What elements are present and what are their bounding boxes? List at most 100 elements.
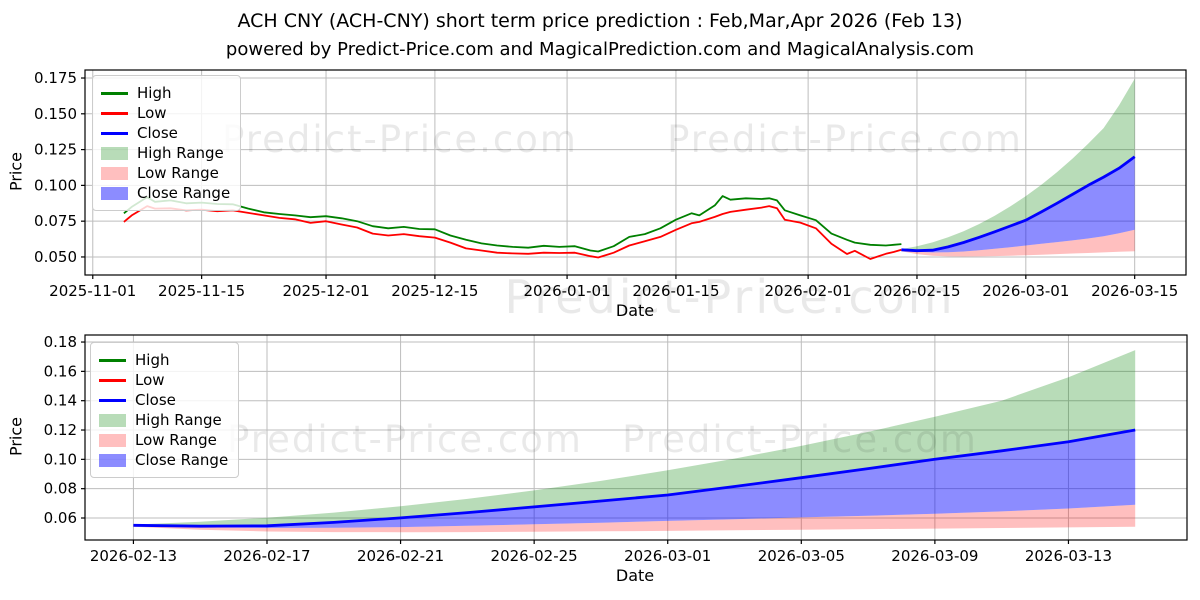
close-line: [133, 428, 1136, 528]
x-tick-label: 2026-02-25: [491, 547, 578, 565]
x-tick-label: 2026-01-15: [632, 282, 719, 300]
y-tick-label: 0.14: [44, 392, 77, 410]
legend-item-close: Close: [99, 390, 228, 410]
x-tick-label: 2026-03-01: [982, 282, 1069, 300]
x-axis-label-top: Date: [615, 301, 655, 320]
legend-item-high: High: [101, 83, 230, 103]
legend-item-high-range: High Range: [101, 143, 230, 163]
y-axis-label-bottom: Price: [6, 416, 26, 457]
legend-item-label: Close Range: [135, 451, 229, 469]
legend-item-low: Low: [101, 103, 230, 123]
x-tick-label: 2025-11-01: [49, 282, 136, 300]
y-tick-label: 0.125: [34, 141, 77, 159]
y-axis-ticks: 0.06 0.08 0.10 0.12 0.14 0.16 0.18: [44, 333, 85, 527]
y-tick-label: 0.12: [44, 421, 77, 439]
bottom-chart: Predict-Price.com Predict-Price.com 2026-0…: [44, 333, 1188, 565]
legend-item-label: Close Range: [137, 184, 231, 202]
y-tick-label: 0.06: [44, 509, 77, 527]
watermark-text: Predict-Price.com: [667, 118, 1023, 161]
legend-patch-swatch: [101, 186, 128, 200]
y-tick-label: 0.150: [34, 105, 77, 123]
x-axis-ticks: 2025-11-01 2025-11-15 2025-12-01 2025-12-15…: [49, 275, 1178, 300]
legend-line-swatch: [101, 131, 128, 135]
legend-patch-swatch: [99, 433, 126, 447]
close-range-band: [901, 156, 1135, 253]
low-range-band: [901, 229, 1135, 257]
legend-item-label: Close: [135, 391, 176, 409]
y-axis-ticks: 0.050 0.075 0.100 0.125 0.150 0.175: [34, 69, 85, 266]
legend-patch-swatch: [99, 413, 126, 427]
watermark-text-figure: Predict-Price.com: [504, 270, 955, 324]
legend-line-swatch: [101, 91, 128, 95]
high-range-band: [133, 350, 1136, 527]
y-tick-label: 0.050: [34, 248, 77, 266]
x-tick-label: 2026-02-15: [873, 282, 960, 300]
plot-border: [84, 69, 1187, 276]
legend-bottom: High Low Close High Range Low Range Close Ran…: [90, 342, 240, 478]
legend-item-label: High Range: [135, 411, 222, 429]
legend-item-label: Close: [137, 124, 178, 142]
legend-item-label: Low Range: [135, 431, 217, 449]
legend-patch-swatch: [101, 166, 128, 180]
legend-patch-swatch: [101, 146, 128, 160]
x-tick-label: 2026-02-13: [90, 547, 177, 565]
x-tick-label: 2026-03-13: [1025, 547, 1112, 565]
legend-item-high: High: [99, 350, 228, 370]
x-tick-label: 2026-02-01: [765, 282, 852, 300]
legend-item-low: Low: [99, 370, 228, 390]
x-tick-label: 2026-03-15: [1091, 282, 1178, 300]
legend-item-label: High Range: [137, 144, 224, 162]
legend-line-swatch: [99, 398, 126, 402]
grid: [85, 70, 1186, 275]
low-line: [123, 205, 902, 260]
x-tick-label: 2026-02-21: [357, 547, 444, 565]
legend-item-close: Close: [101, 123, 230, 143]
watermark-text: Predict-Price.com: [227, 418, 583, 461]
legend-top: High Low Close High Range Low Range Close Ran…: [92, 75, 242, 211]
plot-border: [84, 334, 1188, 541]
x-tick-label: 2025-12-01: [282, 282, 369, 300]
chart-subtitle: powered by Predict-Price.com and Magical…: [225, 39, 975, 60]
x-tick-label: 2026-03-01: [624, 547, 711, 565]
x-tick-label: 2025-12-15: [391, 282, 478, 300]
legend-item-close-range: Close Range: [99, 450, 228, 470]
legend-item-label: High: [137, 84, 172, 102]
legend-item-label: Low: [137, 104, 167, 122]
x-axis-label-bottom: Date: [615, 566, 655, 585]
y-tick-label: 0.10: [44, 450, 77, 468]
legend-line-swatch: [99, 358, 126, 362]
legend-item-label: High: [135, 351, 170, 369]
legend-item-close-range: Close Range: [101, 183, 230, 203]
high-range-band: [901, 78, 1135, 251]
legend-item-low-range: Low Range: [101, 163, 230, 183]
close-line: [901, 155, 1136, 253]
x-tick-label: 2026-03-05: [758, 547, 845, 565]
legend-item-label: Low: [135, 371, 165, 389]
y-axis-label-top: Price: [6, 151, 26, 192]
high-line: [123, 195, 902, 253]
chart-title: ACH CNY (ACH-CNY) short term price predi…: [237, 10, 963, 32]
legend-patch-swatch: [99, 453, 126, 467]
grid: [85, 335, 1187, 540]
x-tick-label: 2026-01-01: [523, 282, 610, 300]
legend-item-low-range: Low Range: [99, 430, 228, 450]
y-tick-label: 0.08: [44, 480, 77, 498]
x-tick-label: 2026-02-17: [223, 547, 310, 565]
x-tick-label: 2025-11-15: [158, 282, 245, 300]
legend-line-swatch: [99, 378, 126, 382]
y-tick-label: 0.16: [44, 362, 77, 380]
close-range-band: [133, 430, 1136, 528]
top-chart: Predict-Price.com Predict-Price.com 2025-1…: [34, 69, 1187, 300]
x-tick-label: 2026-03-09: [891, 547, 978, 565]
y-tick-label: 0.18: [44, 333, 77, 351]
legend-item-high-range: High Range: [99, 410, 228, 430]
y-tick-label: 0.100: [34, 176, 77, 194]
y-tick-label: 0.075: [34, 212, 77, 230]
low-range-band: [133, 504, 1136, 533]
x-axis-ticks: 2026-02-13 2026-02-17 2026-02-21 2026-02-25…: [90, 540, 1112, 565]
watermark-text: Predict-Price.com: [622, 418, 978, 461]
y-tick-label: 0.175: [34, 69, 77, 87]
legend-line-swatch: [101, 111, 128, 115]
